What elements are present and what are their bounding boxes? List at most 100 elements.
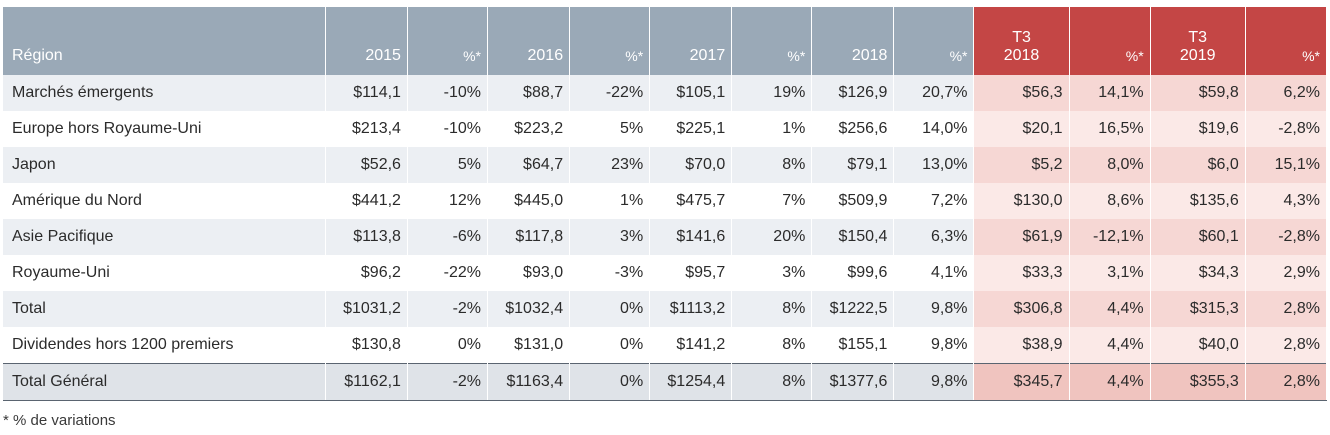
cell-v2015: $52,6 [325,147,408,183]
cell-region: Asie Pacifique [3,219,326,255]
cell-p2016: -22% [569,75,651,111]
cell-v2017: $225,1 [649,111,733,147]
table-row: Total $1031,2 -2% $1032,4 0% $1113,2 8% $1222,5… [3,291,1328,327]
cell-pt2018: 4,4% [1069,327,1151,364]
cell-v2016: $1032,4 [487,291,571,327]
cell-p2015: -10% [407,75,489,111]
cell-pt2019: -2,8% [1245,219,1328,255]
header-2018: 2018 [811,7,895,75]
cell-vt2018: $38,9 [973,327,1070,364]
cell-v2016: $64,7 [487,147,571,183]
cell-v2015: $441,2 [325,183,408,219]
cell-p2015: -2% [407,291,489,327]
cell-p2015: -10% [407,111,489,147]
cell-p2016: 5% [569,111,651,147]
header-t3-2018-line1: T3 [1012,29,1031,46]
cell-p2015: -2% [407,363,489,401]
cell-v2016: $117,8 [487,219,571,255]
cell-v2017: $475,7 [649,183,733,219]
table-row: Asie Pacifique $113,8 -6% $117,8 3% $141,6 20%… [3,219,1328,255]
cell-v2018: $1377,6 [811,363,895,401]
cell-p2015: 12% [407,183,489,219]
cell-p2018: 7,2% [893,183,975,219]
cell-vt2018: $5,2 [973,147,1070,183]
cell-pt2019: 2,9% [1245,255,1328,291]
cell-region: Royaume-Uni [3,255,326,291]
header-pct-2018: %* [893,7,975,75]
cell-v2018: $155,1 [811,327,895,364]
cell-pt2019: 15,1% [1245,147,1328,183]
cell-p2015: -6% [407,219,489,255]
header-t3-2018: T3 2018 [973,7,1070,75]
cell-p2017: 7% [731,183,813,219]
cell-vt2019: $355,3 [1150,363,1246,401]
footnote: * % de variations [3,412,116,429]
cell-p2016: 3% [569,219,651,255]
cell-vt2018: $130,0 [973,183,1070,219]
cell-region: Total Général [3,363,326,401]
cell-v2015: $113,8 [325,219,408,255]
cell-v2016: $88,7 [487,75,571,111]
cell-p2015: 0% [407,327,489,364]
cell-v2015: $213,4 [325,111,408,147]
cell-p2016: 0% [569,291,651,327]
cell-vt2019: $60,1 [1150,219,1246,255]
cell-p2018: 14,0% [893,111,975,147]
cell-v2016: $223,2 [487,111,571,147]
cell-v2015: $114,1 [325,75,408,111]
cell-p2017: 19% [731,75,813,111]
cell-p2015: 5% [407,147,489,183]
cell-pt2019: 6,2% [1245,75,1328,111]
cell-vt2019: $59,8 [1150,75,1246,111]
header-pct-t3-2019: %* [1245,7,1328,75]
header-row: Région 2015 %* 2016 %* 2017 %* 2018 %* T… [3,7,1328,75]
cell-v2018: $1222,5 [811,291,895,327]
cell-region: Total [3,291,326,327]
cell-pt2018: -12,1% [1069,219,1151,255]
cell-vt2018: $33,3 [973,255,1070,291]
cell-pt2019: 2,8% [1245,327,1328,364]
cell-vt2018: $56,3 [973,75,1070,111]
header-t3-2019-line1: T3 [1188,29,1208,46]
cell-pt2018: 16,5% [1069,111,1151,147]
cell-v2016: $445,0 [487,183,571,219]
header-region: Région [3,7,326,75]
cell-v2015: $96,2 [325,255,408,291]
cell-p2018: 4,1% [893,255,975,291]
header-pct-2016: %* [569,7,651,75]
cell-pt2019: 4,3% [1245,183,1328,219]
header-pct-2017: %* [731,7,813,75]
cell-pt2019: 2,8% [1245,363,1328,401]
table-row: Amérique du Nord $441,2 12% $445,0 1% $475,7 7… [3,183,1328,219]
cell-v2016: $1163,4 [487,363,571,401]
header-2017: 2017 [649,7,733,75]
cell-p2018: 9,8% [893,291,975,327]
table-row: Total Général $1162,1 -2% $1163,4 0% $1254,4 8… [3,363,1328,401]
header-pct-t3-2018: %* [1069,7,1151,75]
cell-pt2018: 8,0% [1069,147,1151,183]
cell-vt2019: $135,6 [1150,183,1246,219]
cell-v2018: $509,9 [811,183,895,219]
cell-p2017: 8% [731,291,813,327]
cell-vt2018: $20,1 [973,111,1070,147]
cell-p2017: 3% [731,255,813,291]
header-2016: 2016 [487,7,571,75]
cell-p2018: 9,8% [893,363,975,401]
cell-p2018: 9,8% [893,327,975,364]
cell-p2018: 20,7% [893,75,975,111]
cell-p2015: -22% [407,255,489,291]
cell-v2018: $99,6 [811,255,895,291]
cell-p2017: 1% [731,111,813,147]
cell-vt2019: $6,0 [1150,147,1246,183]
cell-v2017: $1254,4 [649,363,733,401]
header-t3-2019-line2: 2019 [1179,47,1216,64]
cell-p2017: 8% [731,363,813,401]
cell-v2016: $131,0 [487,327,571,364]
cell-v2017: $141,2 [649,327,733,364]
table-body: Marchés émergents $114,1 -10% $88,7 -22% $105… [3,75,1328,401]
cell-v2018: $150,4 [811,219,895,255]
cell-pt2018: 3,1% [1069,255,1151,291]
cell-v2015: $1031,2 [325,291,408,327]
cell-p2016: 0% [569,363,651,401]
